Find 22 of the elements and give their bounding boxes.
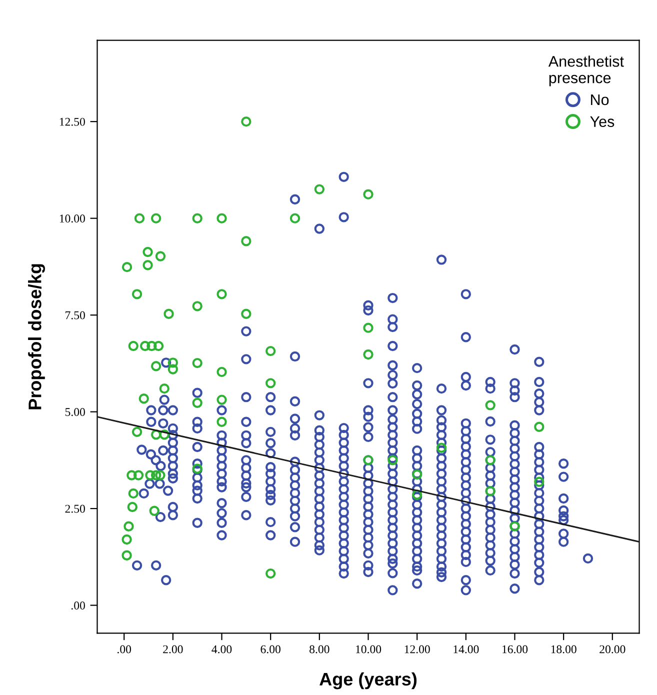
x-tick-label: 18.00 bbox=[551, 645, 576, 654]
x-tick-label: 20.00 bbox=[600, 645, 626, 654]
x-tick-label: .00 bbox=[117, 645, 132, 654]
legend-label: No bbox=[591, 94, 609, 106]
y-tick-label: .00 bbox=[71, 602, 85, 610]
legend-label: Yes bbox=[590, 116, 614, 128]
x-tick-label: 8.00 bbox=[310, 645, 330, 654]
x-tick-label: 10.00 bbox=[356, 645, 382, 654]
x-tick-label: 14.00 bbox=[454, 645, 479, 654]
y-axis-title: Propofol dose/kg bbox=[28, 264, 45, 410]
y-tick-label: 5.00 bbox=[65, 408, 85, 416]
x-tick-label: 12.00 bbox=[404, 645, 430, 654]
legend-title: Anesthetist presence bbox=[548, 56, 624, 86]
y-tick-label: 2.50 bbox=[65, 504, 85, 513]
x-tick-label: 2.00 bbox=[163, 645, 183, 654]
x-tick-label: 6.00 bbox=[260, 645, 280, 654]
y-tick-label: 10.00 bbox=[60, 214, 85, 223]
x-tick-label: 4.00 bbox=[212, 645, 232, 654]
y-tick-label: 7.50 bbox=[66, 311, 85, 320]
y-tick-label: 12.50 bbox=[60, 118, 85, 126]
x-tick-label: 16.00 bbox=[502, 645, 528, 654]
x-axis-title: Age (years) bbox=[320, 672, 417, 690]
